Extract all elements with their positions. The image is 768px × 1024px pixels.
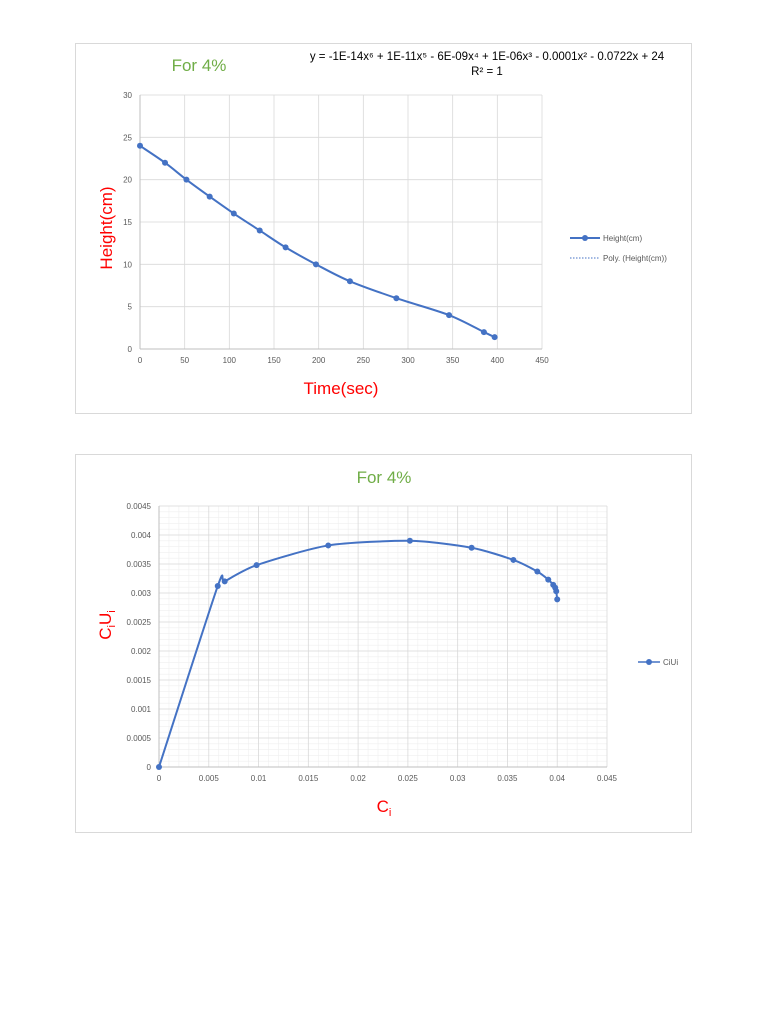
x-tick-label: 0.02 xyxy=(350,774,366,783)
data-point xyxy=(221,578,228,585)
data-point xyxy=(156,764,162,770)
x-tick-label: 350 xyxy=(446,356,460,365)
grid xyxy=(139,94,543,350)
grid xyxy=(158,505,608,768)
y-tick-label: 0.0035 xyxy=(127,560,152,569)
y-tick-label: 0.0045 xyxy=(127,502,152,511)
y-tick-label: 0.0005 xyxy=(127,734,152,743)
y-tick-label: 30 xyxy=(123,91,132,100)
axes xyxy=(158,506,607,768)
legend-marker-ciui xyxy=(646,659,652,665)
data-point xyxy=(206,193,213,200)
legend-label-height: Height(cm) xyxy=(603,234,642,243)
y-tick-label: 0.004 xyxy=(131,531,152,540)
y-tick-label: 0 xyxy=(128,345,133,354)
y-axis-title: Height(cm) xyxy=(97,186,116,269)
r-squared: R² = 1 xyxy=(471,66,503,78)
data-point xyxy=(346,278,353,285)
chart-title: For 4% xyxy=(172,56,227,75)
x-tick-label: 0.015 xyxy=(298,774,319,783)
height-vs-time-plot: 0 50 100 150 200 250 300 350 400 450051015202530 … xyxy=(97,51,667,398)
data-point xyxy=(545,576,552,583)
x-tick-label: 0.005 xyxy=(199,774,220,783)
x-tick-label: 0 xyxy=(157,774,162,783)
x-axis-title: Time(sec) xyxy=(304,379,379,398)
y-tick-label: 0.0015 xyxy=(127,676,152,685)
y-tick-label: 5 xyxy=(128,303,133,312)
x-tick-label: 400 xyxy=(491,356,505,365)
series-ciui xyxy=(156,537,561,770)
y-tick-label: 20 xyxy=(123,176,132,185)
y-tick-label: 0.0025 xyxy=(127,618,152,627)
data-point xyxy=(406,537,413,544)
legend-label-ciui: CiUi xyxy=(663,658,678,667)
x-tick-label: 250 xyxy=(357,356,371,365)
x-tick-label: 450 xyxy=(535,356,549,365)
data-point xyxy=(325,542,332,549)
data-point xyxy=(510,556,517,563)
y-tick-label: 0.003 xyxy=(131,589,152,598)
y-tick-label: 15 xyxy=(123,218,132,227)
data-point xyxy=(534,568,541,575)
data-point xyxy=(137,142,143,149)
y-axis-title: CiUi xyxy=(96,610,118,639)
ciui-vs-ci-chart: 0 0.005 0.01 0.015 0.02 0.025 0.03 0.035 0.04 0.0… xyxy=(75,454,692,833)
y-tick-label: 25 xyxy=(123,133,132,142)
data-point xyxy=(554,596,561,603)
tick-labels: 0 50 100 150 200 250 300 350 400 450 0 5 10 15 20 25 30 xyxy=(123,91,549,365)
x-tick-label: 0.03 xyxy=(450,774,466,783)
x-tick-label: 0.045 xyxy=(597,774,618,783)
data-point xyxy=(230,210,237,217)
data-point xyxy=(553,588,560,595)
data-point xyxy=(253,562,260,569)
x-tick-label: 200 xyxy=(312,356,326,365)
y-tick-label: 0 xyxy=(147,763,152,772)
x-tick-label: 0.035 xyxy=(497,774,518,783)
data-point xyxy=(214,583,221,590)
y-tick-label: 0.002 xyxy=(131,647,152,656)
data-point xyxy=(256,227,263,234)
legend: Height(cm) Poly. (Height(cm)) xyxy=(570,234,667,263)
data-point xyxy=(480,329,487,336)
x-tick-label: 100 xyxy=(223,356,237,365)
x-tick-label: 0.04 xyxy=(549,774,565,783)
chart-title: For 4% xyxy=(357,468,412,487)
data-point xyxy=(446,312,453,319)
x-tick-label: 0.025 xyxy=(398,774,419,783)
series-height xyxy=(137,142,498,341)
height-vs-time-chart: 0 50 100 150 200 250 300 350 400 450 0 5 10 15 20 25 30 … xyxy=(75,43,692,414)
legend-label-poly: Poly. (Height(cm)) xyxy=(603,254,667,263)
legend: CiUi xyxy=(638,658,678,667)
data-point xyxy=(491,334,498,341)
data-point xyxy=(162,159,169,166)
x-tick-label: 0 xyxy=(138,356,143,365)
trendline xyxy=(139,145,495,338)
trendline-equation: y = -1E-14x⁶ + 1E-11x⁵ - 6E-09x⁴ + 1E-06… xyxy=(310,51,665,63)
y-tick-label: 0.001 xyxy=(131,705,152,714)
ciui-vs-ci-plot: 0 0.005 0.01 0.015 0.02 0.025 0.03 0.035 0.04 0.0… xyxy=(96,468,678,819)
tick-labels: 0 0.005 0.01 0.015 0.02 0.025 0.03 0.035 0.04 0.0… xyxy=(127,502,618,783)
data-point xyxy=(183,176,190,183)
data-point xyxy=(312,261,319,268)
x-tick-label: 0.01 xyxy=(251,774,267,783)
data-point xyxy=(393,295,400,302)
x-tick-label: 150 xyxy=(267,356,281,365)
x-axis-title: Ci xyxy=(377,797,392,819)
data-point xyxy=(468,544,475,551)
series-line xyxy=(139,144,496,339)
y-tick-label: 10 xyxy=(123,260,132,269)
legend-marker-height xyxy=(582,235,588,241)
x-tick-label: 300 xyxy=(401,356,415,365)
axes xyxy=(139,95,542,350)
data-point xyxy=(282,244,289,251)
x-tick-label: 50 xyxy=(180,356,189,365)
